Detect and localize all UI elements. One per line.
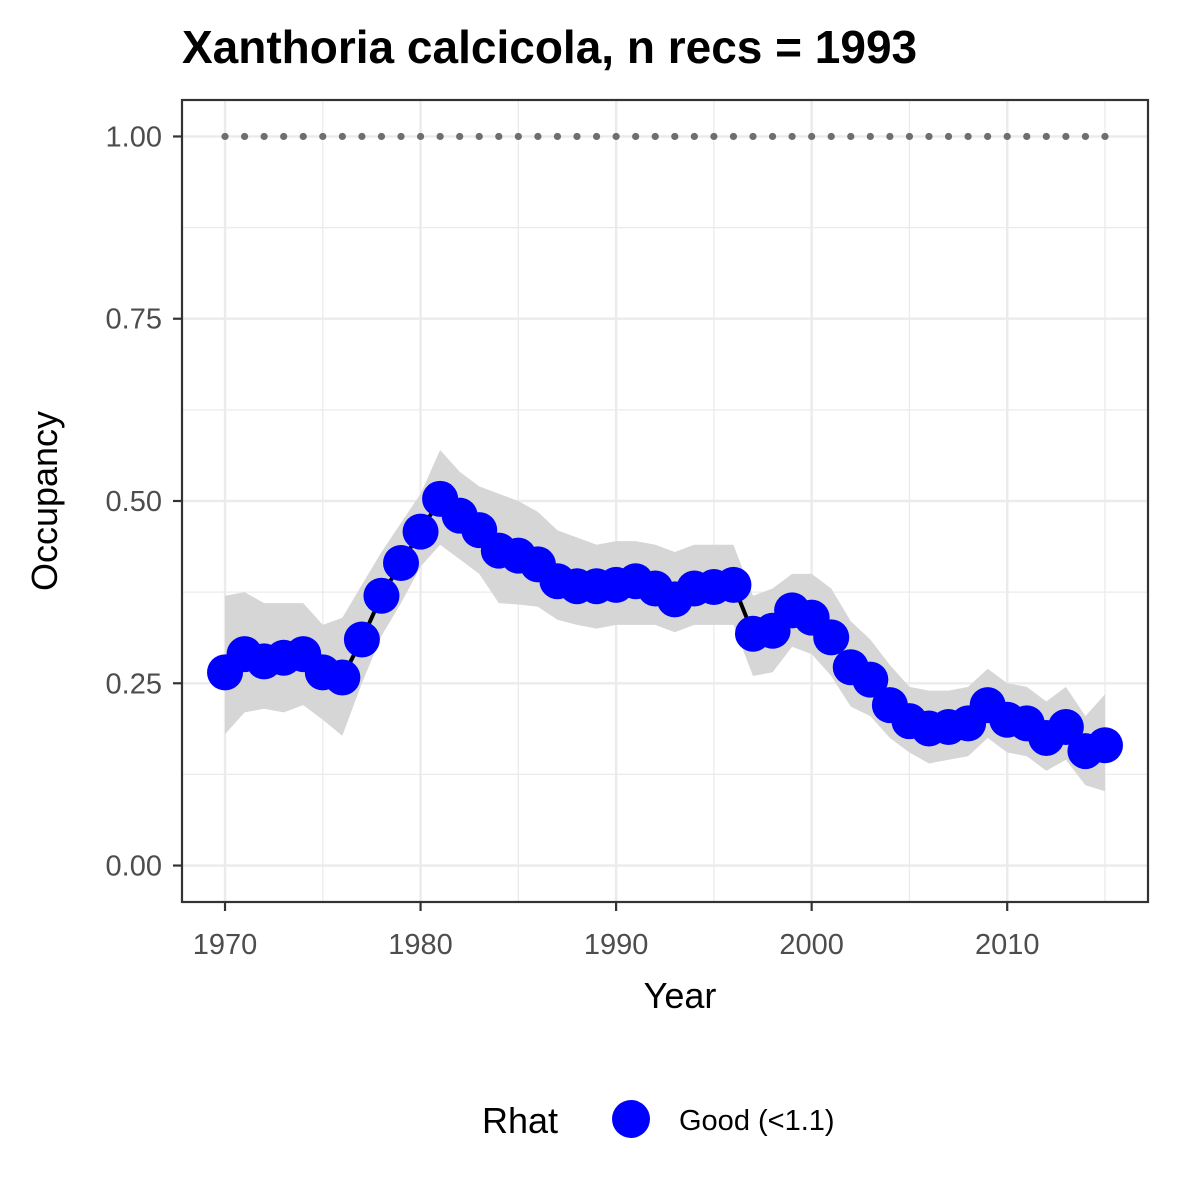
data-point [324,659,361,696]
legend-title: Rhat [482,1100,558,1141]
data-point [383,544,420,581]
legend: Rhat Good (<1.1) [482,1100,835,1141]
reference-dot [1101,132,1109,141]
grid-lines [182,100,1148,902]
reference-dot [553,132,562,141]
data-point [813,619,850,656]
reference-dot [905,132,914,141]
reference-dot [495,132,503,141]
reference-dot [436,132,444,141]
reference-dot [749,132,757,141]
y-axis-label: Occupancy [24,411,65,591]
y-tick-label: 0.75 [106,304,162,336]
reference-dot [788,132,796,141]
reference-dot [416,132,425,141]
data-points-layer [207,480,1123,770]
reference-dot [299,132,307,141]
data-point [363,577,400,614]
reference-dot [671,132,679,141]
reference-line-layer [221,132,1109,141]
reference-dot [338,132,346,141]
x-tick-label: 1990 [584,929,649,961]
reference-dot [710,132,718,141]
reference-dot [221,132,229,141]
reference-dot [925,132,933,141]
reference-dot [1081,132,1090,141]
x-axis-label: Year [644,975,717,1016]
reference-dot [592,132,601,141]
reference-dot [1003,132,1011,141]
reference-dot [768,132,777,141]
data-point [1047,709,1084,746]
reference-dot [847,132,855,141]
reference-dot [886,132,894,141]
chart-title: Xanthoria calcicola, n recs = 1993 [182,21,917,73]
reference-dot [827,132,835,141]
y-tick-label: 0.25 [106,668,162,700]
reference-dot [944,132,953,141]
reference-dot [1062,132,1070,141]
reference-dot [573,132,581,141]
reference-dot [632,132,640,141]
reference-dot [534,132,542,141]
x-tick-label: 2000 [779,929,844,961]
reference-dot [612,132,620,141]
reference-dot [964,132,972,141]
data-point [1086,727,1123,764]
legend-key-good [612,1100,650,1138]
reference-dot [319,132,327,141]
x-tick-label: 1970 [193,929,258,961]
reference-dot [651,132,659,141]
reference-dot [280,132,288,141]
legend-label-good: Good (<1.1) [679,1105,835,1137]
x-tick-label: 2010 [975,929,1040,961]
reference-dot [1042,132,1050,141]
reference-dot [456,132,464,141]
reference-dot [397,132,405,141]
data-point [715,566,752,603]
reference-dot [358,132,366,141]
y-axis: 0.00 0.25 0.50 0.75 1.00 [106,121,182,883]
reference-dot [866,132,874,141]
reference-dot [260,132,268,141]
reference-dot [377,132,386,141]
reference-dot [729,132,738,141]
x-axis: 1970 1980 1990 2000 2010 [193,902,1040,961]
reference-dot [1023,132,1031,141]
data-point [343,621,380,658]
x-tick-label: 1980 [388,929,453,961]
reference-dot [514,132,522,141]
data-point [852,661,889,698]
y-tick-label: 0.50 [106,486,162,518]
y-tick-label: 0.00 [106,851,162,883]
data-point [402,513,439,550]
reference-dot [808,132,816,141]
reference-dot [984,132,992,141]
reference-dot [690,132,698,141]
y-tick-label: 1.00 [106,121,162,153]
reference-dot [240,132,249,141]
reference-dot [475,132,483,141]
